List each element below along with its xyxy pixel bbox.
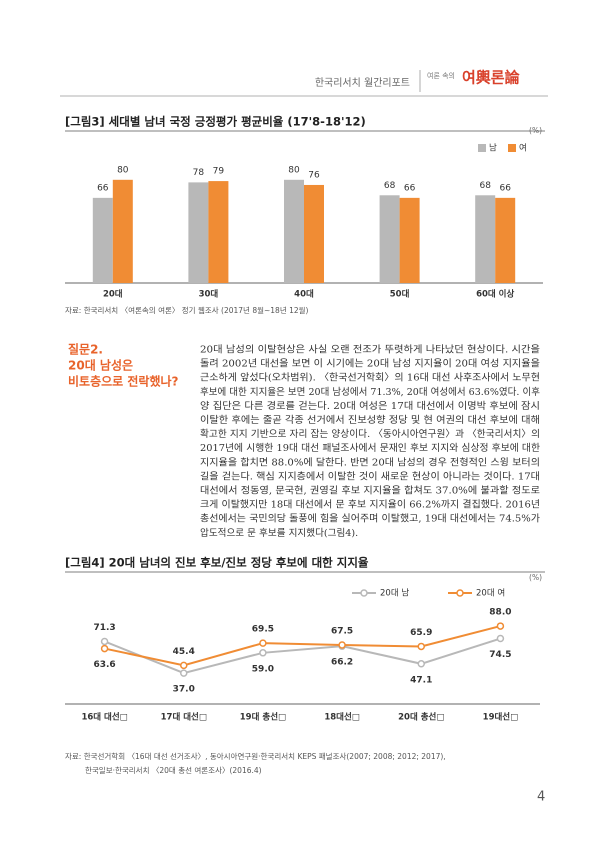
legend-label: 20대 남 bbox=[380, 589, 409, 599]
point bbox=[100, 644, 109, 653]
value-label: 47.1 bbox=[410, 675, 432, 685]
x-tick-label: 20대 bbox=[103, 289, 123, 300]
bar bbox=[112, 179, 133, 283]
point bbox=[417, 642, 425, 651]
body-line: 근소하게 앞섰다(오차범위). 〈한국선거학회〉의 16대 대선 사후조사에서 … bbox=[200, 372, 540, 384]
x-tick-label: 60대 이상 bbox=[476, 289, 514, 300]
value-label: 63.6 bbox=[93, 660, 115, 670]
x-tick-label: 50대 bbox=[390, 289, 410, 300]
value-label: 71.3 bbox=[93, 623, 115, 633]
value-label: 66 bbox=[97, 183, 109, 193]
x-tick-label: 40대 bbox=[294, 289, 314, 300]
body-line: 지지율을 합치면 88.0%에 달한다. 반면 20대 남성의 경우 전형적인 … bbox=[200, 456, 540, 468]
value-label: 80 bbox=[117, 165, 129, 175]
x-tick-label: 17대 대선□ bbox=[161, 712, 207, 723]
body-line: 양 집단은 다른 경로를 걷는다. 20대 여성은 17대 대선에서 이명박 후… bbox=[200, 400, 540, 412]
bar bbox=[495, 197, 516, 283]
bar bbox=[304, 184, 324, 283]
source: 자료: 한국리서치 〈여론속의 여론〉 정기 웹조사 (2017년 8월~18년… bbox=[65, 305, 309, 315]
body-line: 돌려 2002년 대선을 보면 이 시기에는 20대 남성 지지율이 20대 여… bbox=[200, 358, 540, 370]
body-line: 이탈한 후에는 줄곧 각종 선거에서 진보성향 정당 및 현 여권의 대선 후보… bbox=[200, 414, 540, 426]
legend-label: 20대 여 bbox=[476, 588, 505, 599]
body-line: 길을 걷는다. 핵심 지지층에서 이탈한 것이 새로운 현상이 아니라는 것이다… bbox=[200, 470, 540, 482]
x-tick-label: 19대 총선□ bbox=[240, 712, 286, 723]
legend-swatch bbox=[478, 144, 486, 152]
value-label: 65.9 bbox=[410, 628, 432, 638]
logo-small: 여론 속의 bbox=[427, 71, 455, 80]
bar bbox=[475, 195, 496, 283]
point bbox=[259, 649, 267, 657]
point bbox=[417, 660, 425, 668]
figure-title: [그림3] 세대별 남녀 국정 긍정평가 평균비율 (17'8-18'12) bbox=[65, 115, 366, 129]
x-tick-label: 30대 bbox=[199, 289, 219, 300]
report-name: 한국리서치 월간리포트 bbox=[315, 77, 410, 89]
question: 질문2. bbox=[68, 343, 103, 357]
point bbox=[496, 622, 505, 630]
value-label: 59.0 bbox=[252, 664, 274, 674]
point bbox=[180, 669, 188, 677]
value-label: 66.2 bbox=[331, 658, 353, 668]
value-label: 76 bbox=[308, 170, 320, 180]
value-label: 68 bbox=[479, 181, 491, 191]
question: 20대 남성은 bbox=[68, 358, 133, 373]
value-label: 74.5 bbox=[489, 650, 511, 660]
question: 비토층으로 전락했나? bbox=[68, 374, 179, 389]
bar bbox=[208, 181, 229, 283]
x-tick-label: 20대 총선□ bbox=[398, 712, 444, 723]
point bbox=[338, 641, 346, 649]
value-label: 66 bbox=[499, 183, 511, 193]
source: 한국일보·한국리서치 〈20대 총선 여론조사〉(2016.4) bbox=[85, 765, 262, 775]
value-label: 66 bbox=[404, 183, 416, 193]
unit: (%) bbox=[529, 573, 542, 582]
unit: (%) bbox=[529, 126, 542, 135]
body-line: 대선에서 정동영, 문국현, 권영길 후보 지지율을 합쳐도 37.0%에 불과… bbox=[200, 485, 540, 497]
page-number: 4 bbox=[537, 790, 545, 805]
legend-marker bbox=[360, 589, 368, 597]
logo: 여輿론論 bbox=[462, 69, 521, 87]
bar bbox=[284, 179, 304, 283]
value-label: 45.4 bbox=[173, 647, 195, 657]
legend-marker bbox=[456, 589, 464, 597]
bar bbox=[399, 197, 420, 283]
body-line: 2017년에 시행한 19대 대선 패널조사에서 문재인 후보 지지와 심상정 … bbox=[200, 442, 540, 454]
x-tick-label: 19대선□ bbox=[483, 712, 519, 723]
bar bbox=[188, 182, 209, 283]
x-tick-label: 18대선□ bbox=[324, 712, 360, 723]
body-line: 후보에 대한 지지율은 보면 20대 남성에서 71.3%, 20대 여성에서 … bbox=[200, 386, 540, 398]
legend-label: 남 bbox=[489, 144, 497, 154]
bar bbox=[379, 195, 400, 283]
body-line: 총선에서는 국민의당 돌풍에 힘을 실어주며 이탈했고, 19대 대선에서는 7… bbox=[200, 513, 540, 525]
value-label: 37.0 bbox=[173, 685, 195, 695]
body-line: 압도적으로 문 후보를 지지했다(그림4). bbox=[200, 527, 358, 539]
body-line: 20대 남성의 이탈현상은 사실 오랜 전조가 뚜렷하게 나타났던 현상이다. … bbox=[200, 344, 540, 356]
x-tick-label: 16대 대선□ bbox=[81, 712, 127, 723]
point bbox=[180, 661, 188, 670]
series-line bbox=[104, 637, 501, 675]
value-label: 68 bbox=[384, 181, 396, 191]
source: 자료: 한국선거학회 〈16대 대선 선거조사〉, 동아시아연구원·한국리서치 … bbox=[65, 751, 446, 761]
value-label: 67.5 bbox=[331, 626, 353, 636]
point bbox=[496, 634, 505, 643]
value-label: 88.0 bbox=[489, 608, 511, 618]
value-label: 69.5 bbox=[252, 625, 274, 635]
point bbox=[259, 639, 267, 647]
value-label: 80 bbox=[288, 165, 300, 175]
figure-title: [그림4] 20대 남녀의 진보 후보/진보 정당 후보에 대한 지지율 bbox=[65, 556, 369, 570]
point bbox=[100, 637, 109, 646]
bar bbox=[92, 197, 113, 283]
legend-label: 여 bbox=[519, 143, 527, 154]
body-line: 확고한 지지 기반으로 자리 잡는 양상이다. 〈동아시아연구원〉과 〈한국리서… bbox=[200, 428, 540, 440]
legend-swatch bbox=[508, 144, 516, 152]
value-label: 79 bbox=[213, 167, 225, 177]
series-line bbox=[104, 625, 501, 667]
value-label: 78 bbox=[193, 168, 205, 178]
body-line: 크게 이탈했지만 18대 대선에서 문 후보 지지율이 66.2%까지 결집했다… bbox=[200, 499, 540, 511]
